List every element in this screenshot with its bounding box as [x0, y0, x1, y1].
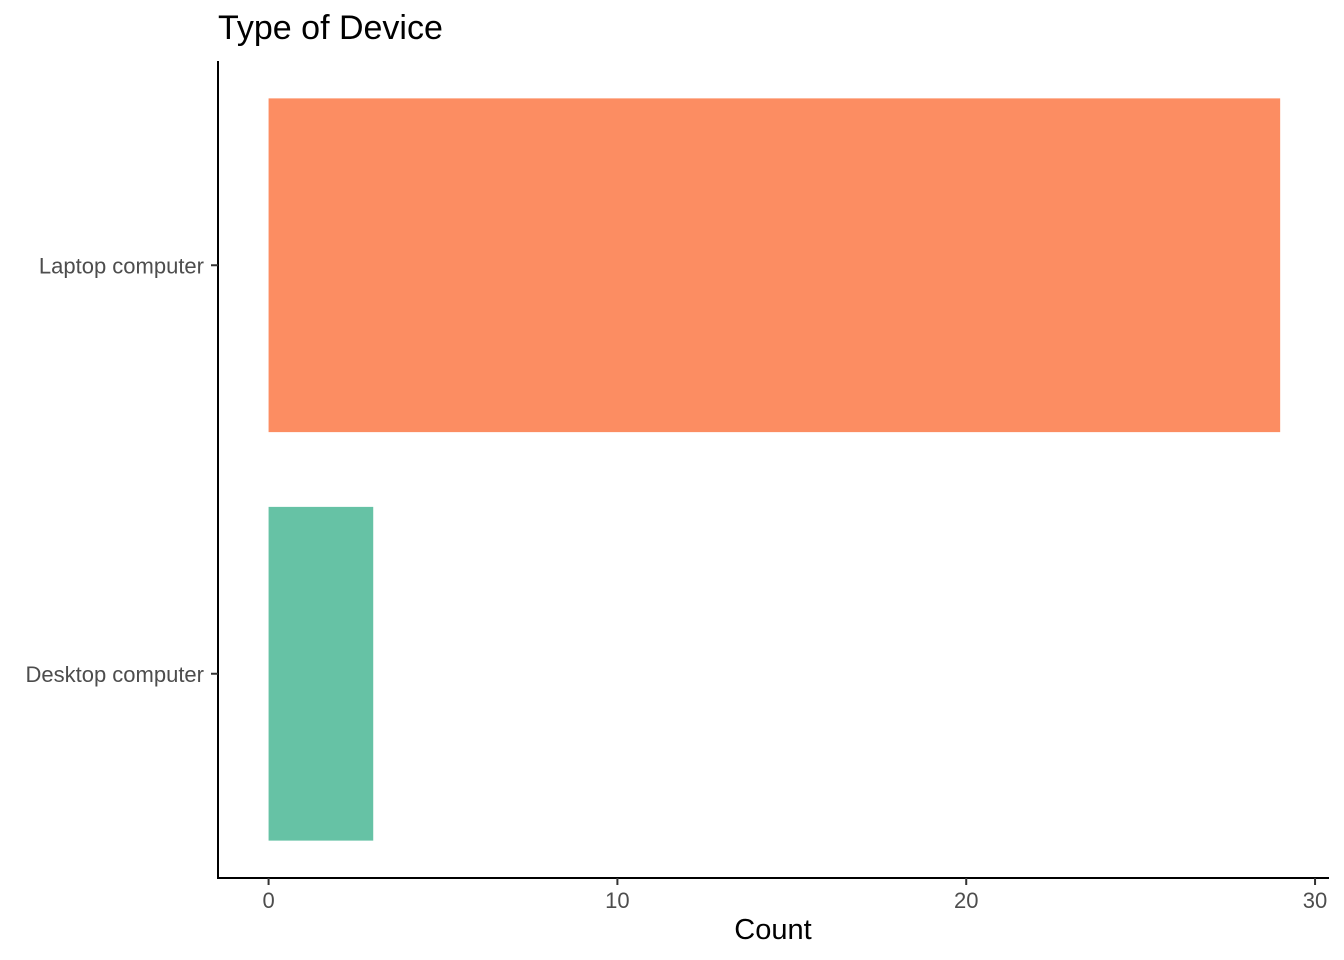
x-axis-ticks: 0 10 20 30 [262, 878, 1327, 913]
bars-group [268, 98, 1281, 841]
x-tick-label: 30 [1303, 888, 1327, 913]
x-tick-label: 10 [605, 888, 629, 913]
x-axis-title: Count [734, 914, 811, 946]
chart-title: Type of Device [218, 9, 443, 47]
y-tick-label: Desktop computer [25, 662, 204, 687]
bar-laptop-computer [268, 98, 1281, 433]
x-tick-label: 20 [954, 888, 978, 913]
x-tick-label: 0 [262, 888, 274, 913]
bar-desktop-computer [268, 506, 374, 841]
y-tick-label: Laptop computer [39, 253, 204, 278]
y-axis-ticks: Desktop computer Laptop computer [25, 253, 218, 687]
